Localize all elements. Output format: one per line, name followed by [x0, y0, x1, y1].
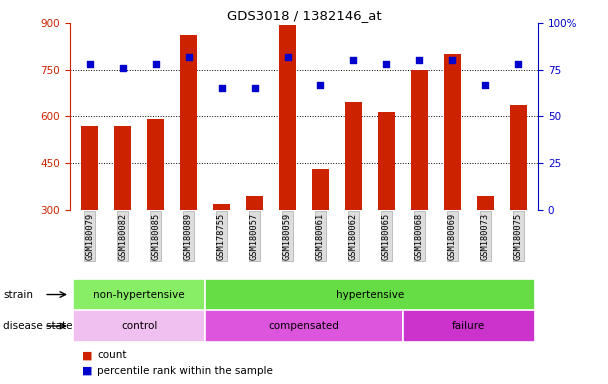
Text: failure: failure: [452, 321, 485, 331]
Point: [447, 57, 457, 63]
Point: [184, 53, 193, 60]
Bar: [213, 204, 230, 303]
Bar: [73, 310, 205, 342]
Point: [513, 61, 523, 67]
Bar: [205, 279, 535, 310]
Bar: [205, 310, 403, 342]
Text: non-hypertensive: non-hypertensive: [94, 290, 185, 300]
Bar: [181, 35, 197, 303]
Text: compensated: compensated: [269, 321, 339, 331]
Bar: [114, 126, 131, 303]
Bar: [477, 196, 494, 303]
Bar: [147, 119, 164, 303]
Bar: [411, 70, 427, 303]
Title: GDS3018 / 1382146_at: GDS3018 / 1382146_at: [227, 9, 381, 22]
Text: percentile rank within the sample: percentile rank within the sample: [97, 366, 273, 376]
Bar: [378, 112, 395, 303]
Bar: [403, 310, 535, 342]
Text: control: control: [121, 321, 157, 331]
Point: [118, 65, 128, 71]
Text: ■: ■: [82, 366, 92, 376]
Point: [415, 57, 424, 63]
Text: ■: ■: [82, 350, 92, 360]
Point: [283, 53, 292, 60]
Point: [316, 81, 325, 88]
Point: [151, 61, 161, 67]
Bar: [345, 103, 362, 303]
Text: count: count: [97, 350, 127, 360]
Text: disease state: disease state: [3, 321, 72, 331]
Point: [216, 85, 226, 91]
Point: [382, 61, 392, 67]
Bar: [279, 25, 295, 303]
Point: [250, 85, 260, 91]
Bar: [510, 106, 527, 303]
Bar: [246, 196, 263, 303]
Bar: [81, 126, 98, 303]
Text: hypertensive: hypertensive: [336, 290, 404, 300]
Point: [480, 81, 490, 88]
Text: strain: strain: [3, 290, 33, 300]
Bar: [73, 279, 205, 310]
Point: [85, 61, 95, 67]
Point: [348, 57, 358, 63]
Bar: [313, 169, 329, 303]
Bar: [444, 54, 461, 303]
